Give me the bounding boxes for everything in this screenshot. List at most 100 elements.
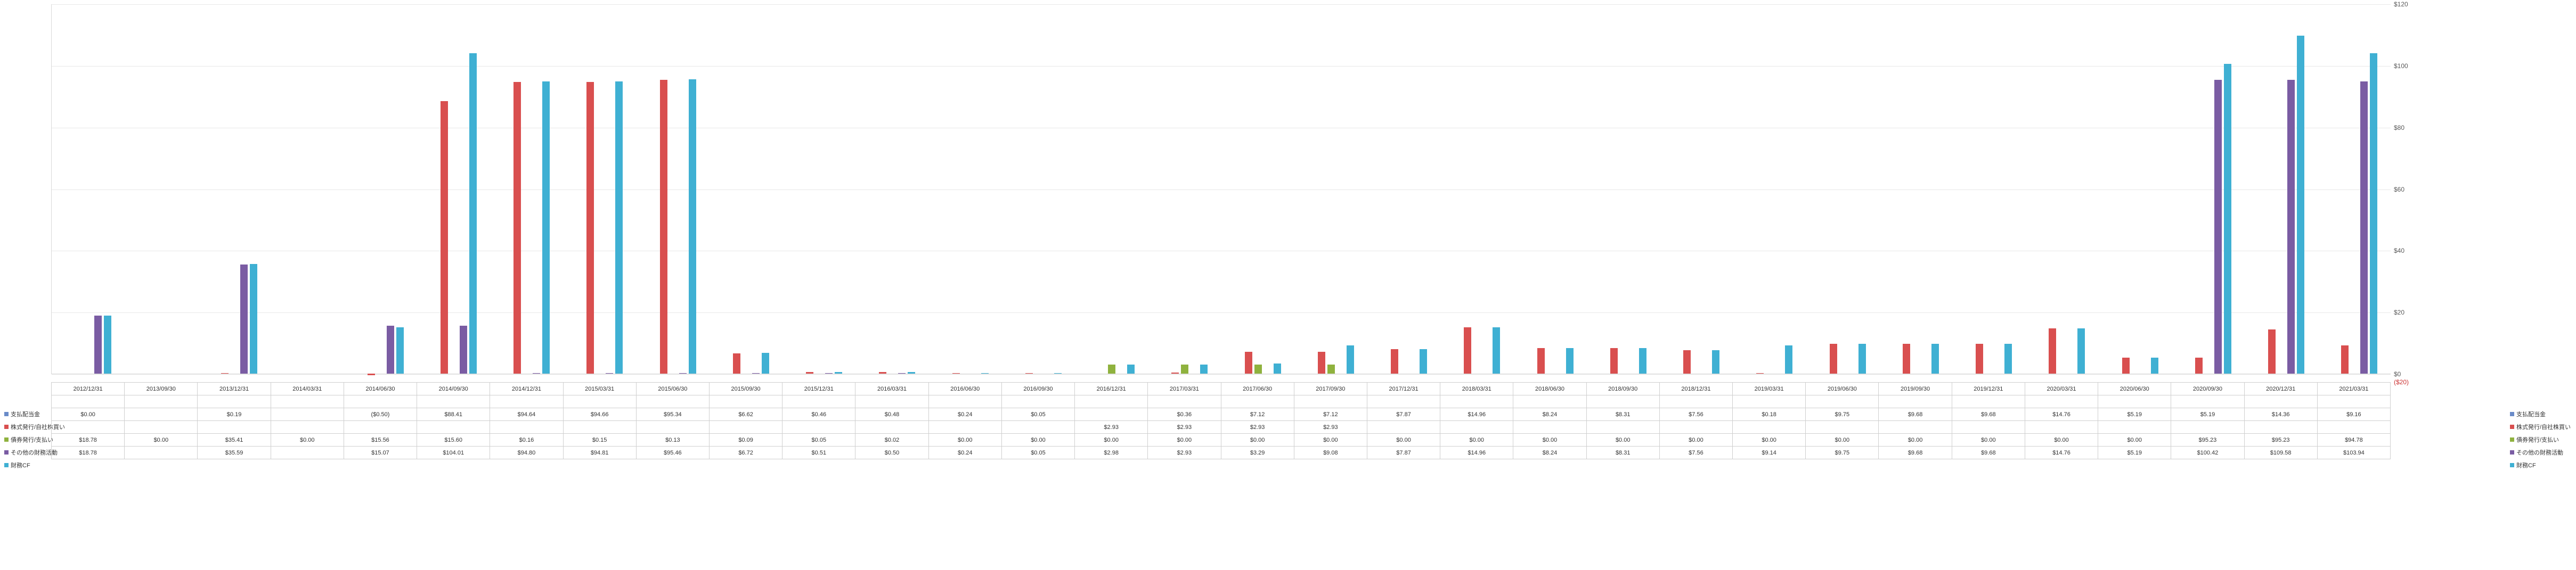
table-cell — [2244, 421, 2317, 434]
bar-s2 — [660, 80, 667, 374]
table-cell — [125, 421, 198, 434]
bar-s2 — [1025, 373, 1033, 374]
table-cell — [1586, 395, 1659, 408]
legend-row: 債券発行/支払い — [4, 433, 50, 446]
table-header-cell: 2018/06/30 — [1513, 383, 1586, 395]
table-cell: $0.00 — [928, 434, 1001, 447]
bar-s5 — [104, 316, 111, 374]
table-cell: $88.41 — [417, 408, 490, 421]
table-cell: $0.51 — [782, 447, 855, 459]
table-cell: $109.58 — [2244, 447, 2317, 459]
table-cell — [417, 421, 490, 434]
legend-row: 債券発行/支払い — [2510, 433, 2572, 446]
table-cell — [1001, 395, 1074, 408]
y-axis-tick-label: $80 — [2394, 124, 2423, 131]
table-cell — [1294, 395, 1367, 408]
bar-s2 — [1830, 344, 1837, 374]
bar-s5 — [762, 353, 769, 374]
bar-s5 — [615, 81, 623, 374]
legend-row: その他の財務活動 — [2510, 446, 2572, 459]
table-cell — [271, 447, 344, 459]
table-cell: $0.13 — [636, 434, 709, 447]
legend-label: 財務CF — [2516, 461, 2536, 469]
table-cell — [855, 395, 928, 408]
legend-row: 財務CF — [2510, 459, 2572, 472]
table-cell — [2098, 421, 2171, 434]
table-cell — [1148, 395, 1221, 408]
table-cell: $0.00 — [1148, 434, 1221, 447]
table-cell — [1879, 421, 1952, 434]
bar-s3 — [1181, 365, 1188, 374]
y-axis-tick-label: $40 — [2394, 247, 2423, 254]
bar-s2 — [1683, 350, 1691, 374]
bar-s5 — [1858, 344, 1866, 374]
table-cell: $7.87 — [1367, 447, 1440, 459]
table-cell: $7.12 — [1294, 408, 1367, 421]
table-header-cell: 2019/09/30 — [1879, 383, 1952, 395]
table-cell — [125, 447, 198, 459]
table-cell: $3.29 — [1221, 447, 1294, 459]
table-header-cell: 2016/06/30 — [928, 383, 1001, 395]
table-cell: $0.00 — [2025, 434, 2098, 447]
legend-label: 債券発行/支払い — [2516, 435, 2559, 444]
legend-row-blank — [2510, 395, 2572, 408]
table-cell — [125, 408, 198, 421]
table-cell — [1952, 395, 2025, 408]
table-cell: $95.34 — [636, 408, 709, 421]
table-cell: $2.93 — [1294, 421, 1367, 434]
bar-s2 — [879, 372, 886, 374]
bar-s4 — [825, 373, 833, 374]
table-row-s3: $2.93$2.93$2.93$2.93 — [52, 421, 2391, 434]
table-cell — [1733, 421, 1806, 434]
table-cell: $6.62 — [709, 408, 782, 421]
table-cell — [1367, 395, 1440, 408]
table-cell: $18.78 — [52, 434, 125, 447]
table-header-cell: 2016/09/30 — [1001, 383, 1074, 395]
table-cell: $0.02 — [855, 434, 928, 447]
bar-s5 — [835, 372, 842, 374]
y-axis-tick-label: $60 — [2394, 186, 2423, 193]
table-cell — [125, 395, 198, 408]
table-cell — [52, 421, 125, 434]
table-cell: $0.16 — [490, 434, 563, 447]
bar-s5 — [1200, 365, 1208, 374]
bar-s5 — [396, 327, 404, 374]
table-cell: $8.31 — [1586, 447, 1659, 459]
legend-swatch — [4, 425, 9, 429]
y-axis-tick-label: $120 — [2394, 1, 2423, 8]
legend-swatch — [4, 412, 9, 416]
table-header-cell: 2013/09/30 — [125, 383, 198, 395]
table-cell: $8.24 — [1513, 408, 1586, 421]
bar-s5 — [542, 81, 550, 374]
table-cell: $0.24 — [928, 447, 1001, 459]
table-cell: ($0.50) — [344, 408, 417, 421]
table-cell — [1367, 421, 1440, 434]
table-header-cell: 2019/03/31 — [1733, 383, 1806, 395]
table-cell — [1586, 421, 1659, 434]
table-cell: $6.72 — [709, 447, 782, 459]
table-cell — [928, 395, 1001, 408]
bar-s2 — [2195, 358, 2203, 374]
table-cell — [782, 395, 855, 408]
table-cell: $7.12 — [1221, 408, 1294, 421]
bar-s2 — [1318, 352, 1325, 374]
table-cell: $94.80 — [490, 447, 563, 459]
table-cell: $0.00 — [1513, 434, 1586, 447]
table-cell: $35.41 — [198, 434, 271, 447]
table-cell: $0.00 — [1367, 434, 1440, 447]
table-header-cell: 2014/06/30 — [344, 383, 417, 395]
table-header-cell: 2014/09/30 — [417, 383, 490, 395]
bar-s5 — [2004, 344, 2012, 374]
table-cell: $2.93 — [1221, 421, 1294, 434]
table-cell: $94.81 — [563, 447, 636, 459]
bar-s2 — [1976, 344, 1983, 374]
bar-s4 — [606, 373, 613, 374]
table-cell: $0.05 — [1001, 408, 1074, 421]
table-header-cell: 2015/12/31 — [782, 383, 855, 395]
bar-s2 — [513, 82, 521, 374]
table-cell: $103.94 — [2317, 447, 2390, 459]
legend-right: 支払配当金株式発行/自社株買い債券発行/支払いその他の財務活動財務CF — [2510, 395, 2572, 472]
legend-label: その他の財務活動 — [2516, 448, 2563, 457]
bar-s3 — [1327, 365, 1335, 374]
table-cell — [344, 421, 417, 434]
